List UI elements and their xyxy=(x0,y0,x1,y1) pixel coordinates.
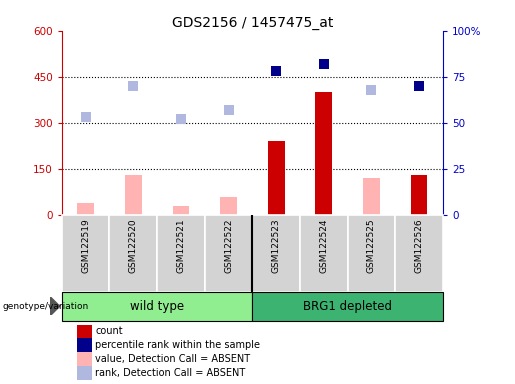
Bar xyxy=(77,203,94,215)
Text: GSM122525: GSM122525 xyxy=(367,218,376,273)
Bar xyxy=(348,215,395,292)
Polygon shape xyxy=(50,297,60,316)
Text: percentile rank within the sample: percentile rank within the sample xyxy=(95,340,260,350)
Point xyxy=(320,61,328,67)
Bar xyxy=(252,292,443,321)
Text: count: count xyxy=(95,326,123,336)
Bar xyxy=(411,175,427,215)
Bar xyxy=(300,215,348,292)
Bar xyxy=(220,197,237,215)
Point xyxy=(367,87,375,93)
Bar xyxy=(395,215,443,292)
Bar xyxy=(157,215,204,292)
Text: GSM122523: GSM122523 xyxy=(272,218,281,273)
Text: GSM122520: GSM122520 xyxy=(129,218,138,273)
Bar xyxy=(363,178,380,215)
Bar xyxy=(62,292,252,321)
Text: GSM122519: GSM122519 xyxy=(81,218,90,273)
Bar xyxy=(62,215,109,292)
Text: genotype/variation: genotype/variation xyxy=(3,302,89,311)
Point xyxy=(272,68,280,74)
Bar xyxy=(316,92,332,215)
Point xyxy=(225,107,233,113)
Bar xyxy=(204,215,252,292)
Point xyxy=(415,83,423,89)
Text: BRG1 depleted: BRG1 depleted xyxy=(303,300,392,313)
Point xyxy=(129,83,138,89)
Bar xyxy=(125,175,142,215)
Point xyxy=(177,116,185,122)
Text: GSM122524: GSM122524 xyxy=(319,218,328,273)
Text: GSM122521: GSM122521 xyxy=(177,218,185,273)
Text: GSM122526: GSM122526 xyxy=(415,218,423,273)
Title: GDS2156 / 1457475_at: GDS2156 / 1457475_at xyxy=(171,16,333,30)
Bar xyxy=(109,215,157,292)
Bar xyxy=(268,141,284,215)
Point xyxy=(81,114,90,121)
Text: GSM122522: GSM122522 xyxy=(224,218,233,273)
Bar xyxy=(252,215,300,292)
Bar xyxy=(173,206,189,215)
Text: wild type: wild type xyxy=(130,300,184,313)
Text: value, Detection Call = ABSENT: value, Detection Call = ABSENT xyxy=(95,354,250,364)
Text: rank, Detection Call = ABSENT: rank, Detection Call = ABSENT xyxy=(95,368,246,378)
